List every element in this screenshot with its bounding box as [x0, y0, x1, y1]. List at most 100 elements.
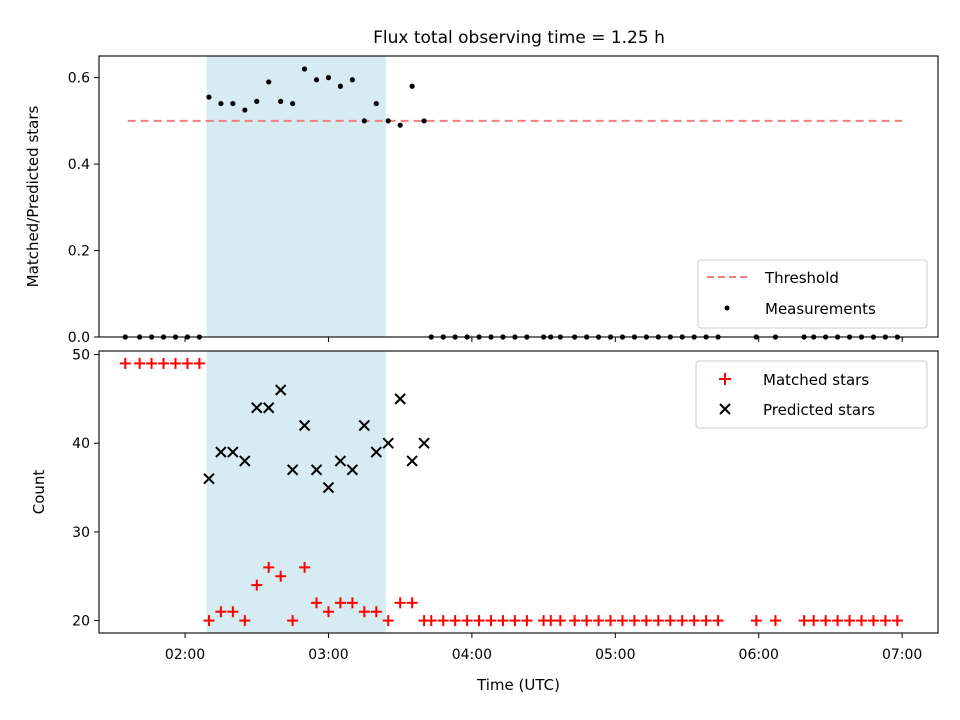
measurement-point	[337, 83, 344, 89]
measurement-point	[266, 79, 272, 85]
top-y-tick-label: 0.2	[68, 244, 90, 260]
bottom-y-tick-label: 50	[72, 348, 90, 364]
matched-star-point	[181, 357, 193, 369]
measurement-point	[325, 75, 332, 81]
matched-star-point	[322, 606, 334, 618]
matched-star-point	[134, 357, 146, 369]
matched-star-point	[449, 615, 461, 627]
matched-star-point	[394, 597, 406, 609]
predicted-star-point	[239, 455, 251, 467]
matched-star-point	[193, 357, 205, 369]
top-y-axis-label: Matched/Predicted stars	[24, 106, 42, 288]
legend-predicted-label: Predicted stars	[763, 401, 875, 419]
measurement-point	[421, 118, 427, 124]
predicted-star-point	[382, 437, 394, 449]
matched-star-point	[370, 606, 382, 618]
bottom-axes-frame	[98, 350, 939, 634]
top-panel: 0.0 0.2 0.4 0.6 Matched/Predicted stars Thr…	[24, 55, 939, 346]
bottom-y-axis-label: Count	[30, 470, 48, 515]
predicted-star-point	[215, 446, 227, 458]
matched-star-point	[346, 597, 358, 609]
predicted-star-point	[274, 384, 287, 396]
measurement-point	[278, 98, 284, 104]
bottom-legend-box	[695, 360, 928, 429]
measurement-point	[409, 83, 415, 89]
matched-star-point	[425, 615, 437, 627]
matched-star-point	[879, 615, 891, 627]
matched-star-point	[146, 357, 158, 369]
chart-title: Flux total observing time = 1.25 h	[373, 28, 665, 48]
matched-star-point	[616, 615, 628, 627]
measurement-point	[385, 118, 391, 124]
matched-star-point	[311, 597, 323, 609]
predicted-star-point	[203, 472, 215, 485]
x-tick-label: 02:00	[165, 647, 205, 663]
matched-star-point	[227, 606, 239, 618]
bottom-y-tick-label: 30	[72, 525, 90, 541]
top-y-tick-label: 0.4	[68, 157, 90, 173]
bottom-predicted-layer	[203, 384, 430, 494]
bottom-matched-layer	[119, 357, 903, 627]
measurement-point	[373, 100, 379, 107]
legend-measurements-label: Measurements	[765, 300, 876, 318]
measurement-point	[254, 98, 260, 104]
predicted-star-point	[346, 464, 359, 476]
top-x-ticks	[184, 337, 903, 342]
matched-star-point	[832, 615, 844, 627]
matched-star-point	[820, 615, 832, 627]
predicted-star-point	[286, 464, 299, 476]
predicted-star-point	[334, 455, 347, 467]
predicted-star-point	[310, 464, 323, 476]
legend-matched-swatch	[719, 373, 731, 385]
matched-star-point	[437, 615, 449, 627]
matched-star-point	[798, 615, 810, 627]
predicted-star-point	[370, 446, 382, 458]
x-tick-label: 06:00	[739, 647, 779, 663]
bottom-highlight-band	[206, 351, 386, 633]
measurement-point	[218, 100, 224, 107]
predicted-star-point	[322, 481, 335, 494]
x-tick-label: 04:00	[452, 647, 492, 663]
measurement-point	[361, 118, 367, 124]
measurement-point	[349, 77, 355, 83]
matched-star-point	[509, 615, 521, 627]
matched-star-point	[844, 615, 856, 627]
matched-star-point	[593, 615, 605, 627]
bottom-y-ticks: 20 30 40 50	[72, 348, 99, 630]
matched-star-point	[750, 615, 762, 627]
legend-matched-label: Matched stars	[763, 371, 869, 389]
x-tick-label: 03:00	[308, 647, 348, 663]
matched-star-point	[406, 597, 418, 609]
matched-star-point	[640, 615, 652, 627]
bottom-x-ticks: 02:00 03:00 04:00 05:00 06:00 07:00	[165, 633, 922, 663]
measurement-point	[301, 66, 308, 72]
measurement-point	[397, 122, 403, 128]
matched-star-point	[382, 615, 394, 627]
predicted-star-point	[418, 437, 430, 449]
matched-star-point	[485, 615, 497, 627]
matched-star-point	[569, 615, 581, 627]
matched-star-point	[299, 561, 311, 573]
matched-star-point	[867, 615, 879, 627]
predicted-star-point	[251, 402, 263, 414]
matched-star-point	[287, 615, 299, 627]
matched-star-point	[203, 615, 215, 627]
matched-star-point	[251, 579, 263, 591]
measurement-point	[206, 94, 212, 100]
measurement-point	[313, 77, 320, 83]
top-legend: Threshold Measurements	[697, 259, 928, 329]
x-tick-label: 05:00	[595, 647, 635, 663]
matched-star-point	[239, 615, 251, 627]
matched-star-point	[497, 615, 509, 627]
top-y-tick-label: 0.6	[68, 71, 90, 87]
matched-star-point	[275, 570, 287, 582]
matched-star-point	[521, 615, 533, 627]
legend-predicted-swatch	[719, 403, 731, 415]
top-highlight-band	[206, 56, 386, 337]
matched-star-point	[605, 615, 617, 627]
predicted-star-point	[358, 419, 371, 432]
matched-star-point	[263, 561, 275, 573]
matched-star-point	[628, 615, 640, 627]
